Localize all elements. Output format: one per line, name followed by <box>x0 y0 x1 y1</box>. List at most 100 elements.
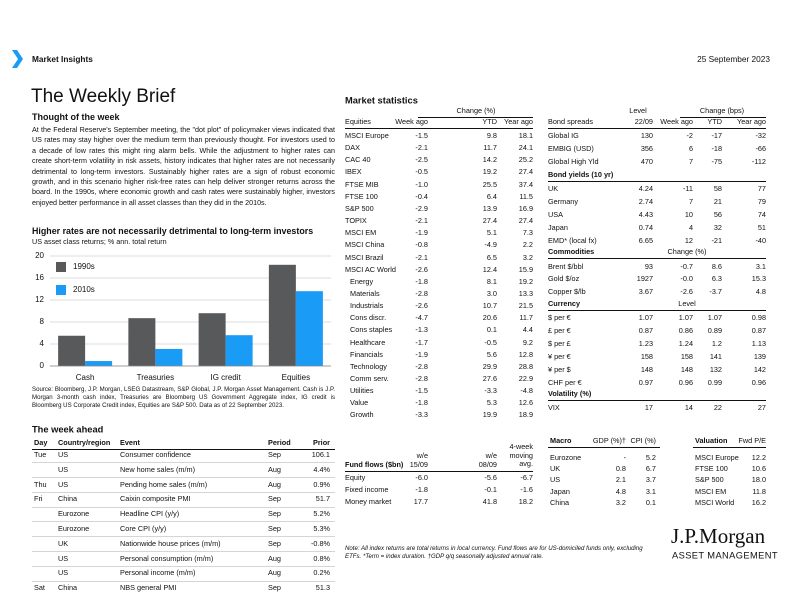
table-cell: -1.0 <box>415 179 428 189</box>
table-cell: ¥ per $ <box>548 364 571 374</box>
table-cell: 79 <box>757 196 766 206</box>
table-cell: Aug <box>268 479 281 489</box>
table-cell: 12 <box>684 235 693 245</box>
table-cell: 6.4 <box>486 191 497 201</box>
table-cell: 141 <box>709 351 722 361</box>
rule <box>32 506 335 508</box>
table-cell: S&P 500 <box>345 203 374 213</box>
table-cell: -4.7 <box>415 313 428 323</box>
column-header: w/e 15/09 <box>409 450 428 469</box>
paragraph: At the Federal Reserve's September meeti… <box>32 126 335 207</box>
table-cell: -11 <box>682 183 693 193</box>
table-cell: Core CPI (y/y) <box>120 523 167 533</box>
table-cell: S&P 500 <box>695 475 724 485</box>
table-cell: 1.24 <box>678 338 693 348</box>
table-cell: -2.8 <box>415 373 428 383</box>
table-cell: UK <box>548 183 559 193</box>
table-cell: 1.2 <box>711 338 722 348</box>
x-tick-label: IG credit <box>211 373 242 382</box>
table-cell: 3.0 <box>486 288 497 298</box>
table-cell: 1.07 <box>678 312 693 322</box>
table-cell: 0.89 <box>707 325 722 335</box>
table-cell: Germany <box>548 196 579 206</box>
table-cell: Sep <box>268 538 281 548</box>
column-header: Week ago <box>395 116 428 126</box>
legend-label: 1990s <box>73 262 95 271</box>
table-cell: $ per £ <box>548 338 571 348</box>
table-cell: 14.2 <box>482 155 497 165</box>
heading: Market statistics <box>345 95 418 106</box>
table-cell: Utilities <box>350 385 374 395</box>
table-cell: 15.3 <box>751 274 766 284</box>
table-cell: DAX <box>345 142 361 152</box>
table-cell: -0.4 <box>415 191 428 201</box>
table-cell: US <box>58 479 69 489</box>
table-cell: 0.74 <box>638 222 653 232</box>
table-cell: 27.4 <box>482 215 497 225</box>
table-cell: 19.2 <box>482 167 497 177</box>
table-cell: 7 <box>688 196 693 206</box>
table-cell: -4.9 <box>484 240 497 250</box>
table-cell: 5.2 <box>645 452 656 462</box>
table-cell: Value <box>350 398 369 408</box>
table-cell: 0.86 <box>678 325 693 335</box>
table-cell: -1.9 <box>415 349 428 359</box>
heading: Thought of the week <box>32 111 120 122</box>
table-cell: 12.8 <box>518 349 533 359</box>
y-tick-label: 12 <box>35 295 44 304</box>
table-cell: TOPIX <box>345 215 367 225</box>
table-cell: 13.9 <box>482 203 497 213</box>
table-cell: -2.6 <box>415 264 428 274</box>
table-cell: 3.2 <box>615 497 626 507</box>
table-cell: -4.8 <box>520 385 533 395</box>
column-header: Prior <box>312 437 330 447</box>
table-cell: 12.4 <box>482 264 497 274</box>
group-header: Level <box>629 105 647 115</box>
table-cell: 51.3 <box>315 582 330 592</box>
table-cell: EMD* (local fx) <box>548 235 597 245</box>
table-cell: CAC 40 <box>345 155 371 165</box>
table-cell: 106.1 <box>311 449 330 459</box>
table-cell: 29.9 <box>482 361 497 371</box>
page-title: The Weekly Brief <box>31 86 176 108</box>
bar <box>225 335 253 366</box>
y-tick-label: 8 <box>40 317 45 326</box>
table-cell: CHF per € <box>548 377 582 387</box>
table-cell: US <box>58 449 69 459</box>
bar <box>155 348 183 366</box>
table-cell: Aug <box>268 568 281 578</box>
table-cell: 21.5 <box>518 300 533 310</box>
section-heading: Currency <box>548 298 581 308</box>
rule <box>32 491 335 493</box>
table-cell: 17 <box>644 403 653 413</box>
table-cell: 37.4 <box>518 179 533 189</box>
table-cell: 4.8 <box>755 287 766 297</box>
rule <box>345 128 533 129</box>
table-cell: 27.4 <box>518 167 533 177</box>
table-cell: 0.9% <box>313 479 330 489</box>
column-header: Day <box>34 437 48 447</box>
footnote: Note: All index returns are total return… <box>345 545 643 560</box>
table-cell: EMBIG (USD) <box>548 143 594 153</box>
table-cell: 0.8% <box>313 553 330 563</box>
table-cell: 10.6 <box>751 463 766 473</box>
table-cell: 5.3% <box>313 523 330 533</box>
table-cell: $ per € <box>548 312 571 322</box>
column-header: 4-week moving avg. <box>509 442 533 469</box>
table-cell: -1.6 <box>520 484 533 494</box>
table-cell: Eurozone <box>550 452 582 462</box>
chevron-icon <box>12 50 23 68</box>
y-tick-label: 4 <box>40 339 45 348</box>
table-cell: Aug <box>268 464 281 474</box>
column-header: Fund flows ($bn) <box>345 459 404 469</box>
table-cell: Fixed income <box>345 484 389 494</box>
rule <box>32 551 335 552</box>
column-header: Period <box>268 437 291 447</box>
table-cell: 5.1 <box>486 227 497 237</box>
table-cell: Sep <box>268 508 281 518</box>
table-cell: Sep <box>268 494 281 504</box>
table-cell: -2.8 <box>415 288 428 298</box>
table-cell: 0.1 <box>486 325 497 335</box>
table-cell: -112 <box>751 156 766 166</box>
table-cell: UK <box>550 463 561 473</box>
